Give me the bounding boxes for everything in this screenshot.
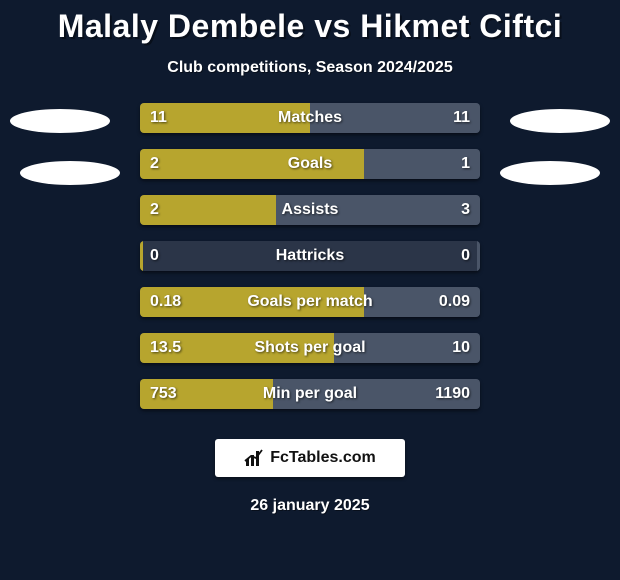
date-text: 26 january 2025 — [0, 497, 620, 515]
player-right-ellipse-1 — [510, 109, 610, 133]
bar-row: 21Goals — [140, 149, 480, 179]
comparison-chart: 1111Matches 21Goals 23Assists 00Hattricks 0.… — [0, 103, 620, 423]
bar-list: 1111Matches 21Goals 23Assists 00Hattricks 0.… — [140, 103, 480, 425]
bar-label: Matches — [140, 103, 480, 133]
bar-label: Goals per match — [140, 287, 480, 317]
bar-row: 1111Matches — [140, 103, 480, 133]
bar-row: 13.510Shots per goal — [140, 333, 480, 363]
player-left-ellipse-1 — [10, 109, 110, 133]
bar-label: Goals — [140, 149, 480, 179]
bar-row: 7531190Min per goal — [140, 379, 480, 409]
bar-row: 0.180.09Goals per match — [140, 287, 480, 317]
bar-row: 23Assists — [140, 195, 480, 225]
bar-label: Assists — [140, 195, 480, 225]
page-title: Malaly Dembele vs Hikmet Ciftci — [0, 0, 620, 45]
branding-badge: FcTables.com — [215, 439, 405, 477]
subtitle: Club competitions, Season 2024/2025 — [0, 59, 620, 77]
bar-label: Shots per goal — [140, 333, 480, 363]
player-right-ellipse-2 — [500, 161, 600, 185]
bar-label: Min per goal — [140, 379, 480, 409]
bar-row: 00Hattricks — [140, 241, 480, 271]
player-left-ellipse-2 — [20, 161, 120, 185]
chart-icon — [244, 448, 264, 468]
bar-label: Hattricks — [140, 241, 480, 271]
branding-text: FcTables.com — [270, 449, 376, 467]
